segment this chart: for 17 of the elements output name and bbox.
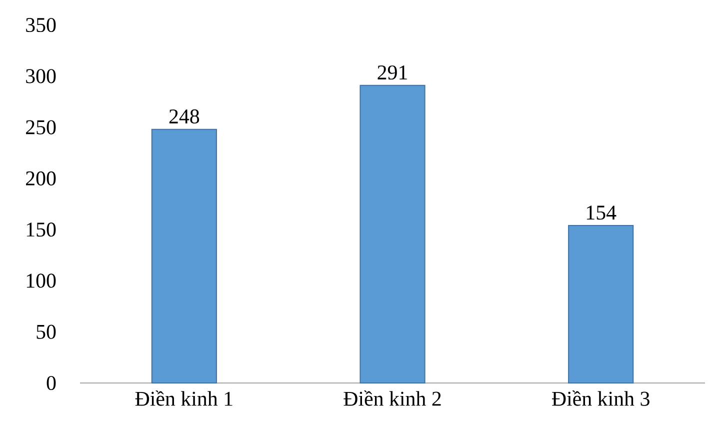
bar [151,128,217,384]
bar [360,84,426,384]
x-tick-label: Điền kinh 3 [552,390,650,406]
data-label: 291 [378,65,407,80]
y-tick-label: 100 [26,274,56,288]
data-label: 154 [586,206,616,220]
y-tick-label: 0 [46,376,56,390]
x-tick-label: Điền kinh 1 [135,390,232,406]
y-tick-label: 50 [36,324,56,339]
y-tick-label: 250 [26,120,56,134]
y-tick-label: 200 [26,171,56,186]
x-tick-label: Điền kinh 2 [344,390,441,406]
y-tick-label: 350 [26,18,56,32]
y-tick-label: 300 [26,69,56,84]
y-tick-label: 150 [26,222,56,237]
data-label: 248 [169,109,200,124]
bar [568,224,634,384]
